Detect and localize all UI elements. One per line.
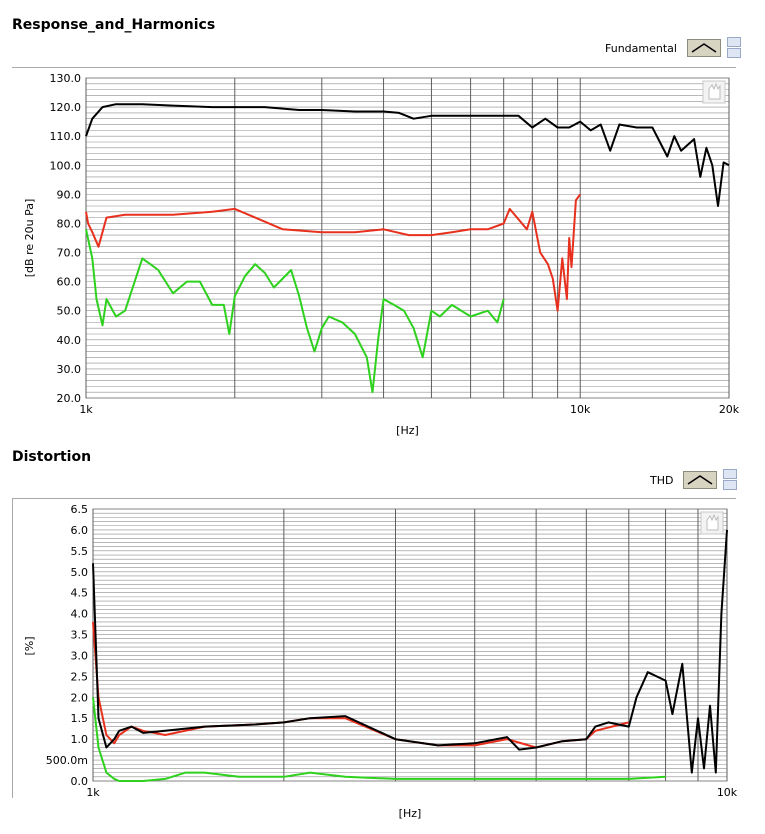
y-tick-label: 4.0 [71, 608, 89, 621]
series-line-3 [92, 529, 728, 774]
y-tick-label: 120.0 [50, 101, 82, 114]
legend-spinner[interactable] [723, 469, 738, 491]
y-tick-label: 70.0 [57, 247, 82, 260]
y-tick-label: 90.0 [57, 188, 82, 201]
y-tick-label: 500.0m [46, 754, 88, 767]
series-line-2 [92, 697, 666, 782]
chart2-divider [12, 498, 736, 499]
pan-tool-icon [700, 511, 724, 535]
y-tick-label: 60.0 [57, 276, 82, 289]
y-tick-label: 6.0 [71, 524, 89, 537]
series-line-1 [85, 103, 730, 207]
chart1-divider [12, 67, 736, 68]
chart1-legend: Fundamental [605, 37, 741, 59]
chart1-title: Response_and_Harmonics [12, 17, 216, 33]
y-tick-label: 130.0 [50, 72, 82, 85]
series-line-3 [85, 229, 505, 394]
pan-tool-icon [702, 80, 726, 104]
x-tick-label: 10k [570, 403, 591, 416]
legend-spinner[interactable] [726, 37, 741, 59]
y-tick-label: 2.0 [71, 691, 89, 704]
y-tick-label: 5.0 [71, 566, 89, 579]
plot-area [85, 77, 730, 399]
y-tick-label: 0.0 [71, 775, 89, 788]
chart1-plot: 20.0 30.0 40.0 50.0 60.0 70.0 80.0 90.0 100.0 110… [23, 72, 740, 437]
x-axis-label: [Hz] [399, 807, 422, 820]
y-tick-label: 1.0 [71, 733, 89, 746]
chart2-legend: THD [650, 469, 738, 491]
spin-up-icon[interactable] [723, 469, 738, 479]
chart2-title: Distortion [12, 449, 92, 465]
y-tick-label: 2.5 [71, 670, 89, 683]
y-tick-label: 100.0 [50, 159, 82, 172]
y-tick-label: 4.5 [71, 587, 89, 600]
spin-up-icon[interactable] [726, 37, 741, 47]
y-axis-label: [dB re 20u Pa] [23, 199, 36, 278]
y-tick-label: 80.0 [57, 217, 82, 230]
y-tick-label: 50.0 [57, 305, 82, 318]
series-line-2 [85, 193, 582, 312]
y-tick-label: 5.5 [71, 545, 89, 558]
spin-down-icon[interactable] [723, 480, 738, 490]
chart2-plot: 0.0 500.0m 1.0 1.5 2.0 2.5 3.0 3.5 4.0 4.5 5.0 5.5 6… [23, 503, 738, 820]
chart2-left-edge [12, 498, 13, 798]
y-tick-label: 1.5 [71, 712, 89, 725]
x-tick-label: 1k [86, 786, 100, 799]
y-axis-label: [%] [23, 636, 36, 655]
y-tick-label: 30.0 [57, 363, 82, 376]
x-tick-label: 10k [717, 786, 738, 799]
plot-style-swatch[interactable] [683, 471, 718, 489]
x-tick-label: 20k [719, 403, 740, 416]
chart2-legend-label: THD [650, 473, 674, 487]
y-tick-label: 3.0 [71, 649, 89, 662]
plot-style-swatch[interactable] [686, 39, 721, 57]
chart1-legend-label: Fundamental [605, 41, 677, 55]
spin-down-icon[interactable] [726, 48, 741, 58]
x-tick-label: 1k [79, 403, 93, 416]
plot-area [92, 508, 728, 782]
y-tick-label: 20.0 [57, 392, 82, 405]
y-tick-label: 6.5 [71, 503, 89, 516]
y-tick-label: 40.0 [57, 334, 82, 347]
x-axis-label: [Hz] [396, 424, 419, 437]
y-tick-label: 3.5 [71, 629, 89, 642]
y-tick-label: 110.0 [50, 130, 82, 143]
